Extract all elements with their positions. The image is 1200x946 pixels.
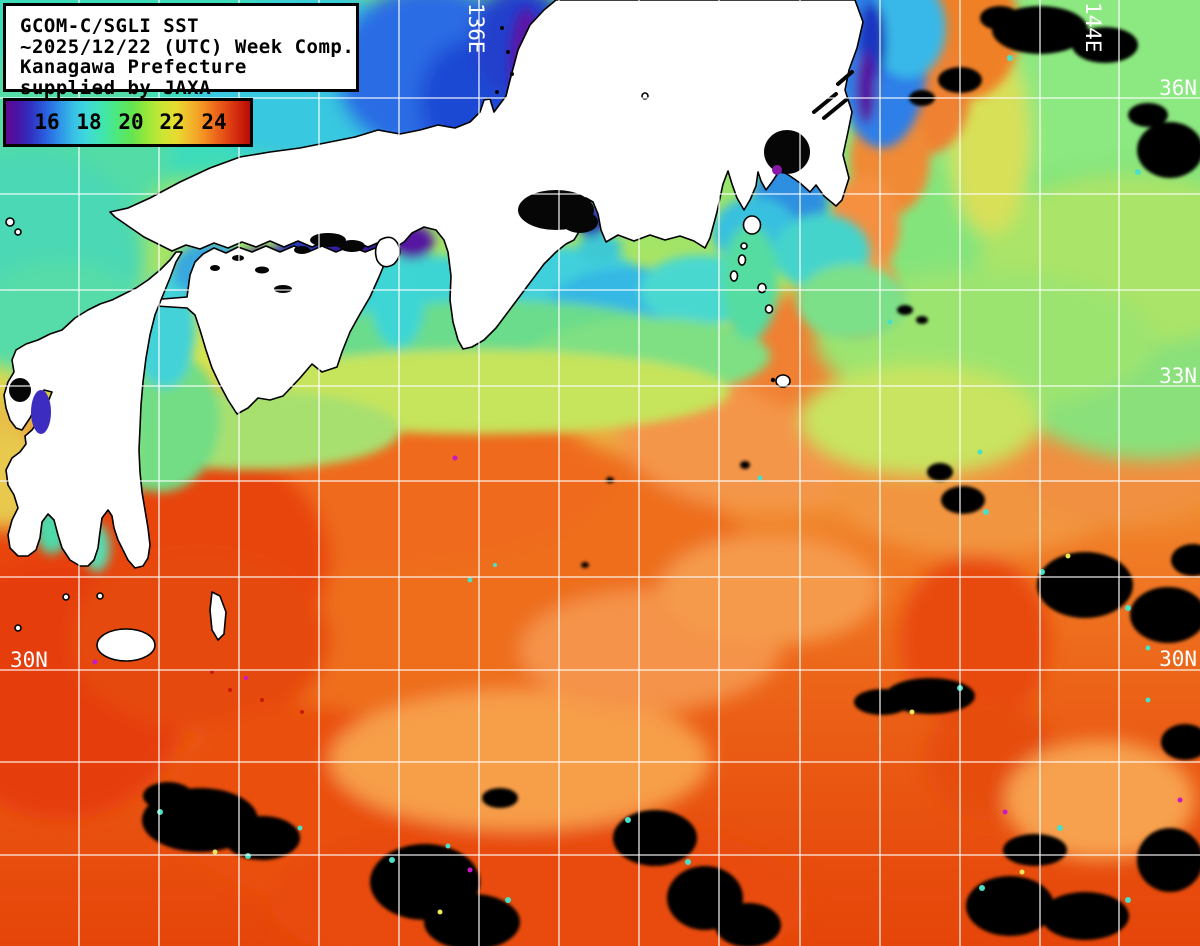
title-line-product: GCOM-C/SGLI SST bbox=[20, 15, 200, 37]
islet bbox=[14, 624, 22, 632]
title-line-region: Kanagawa Prefecture bbox=[20, 56, 247, 79]
colorbar-tick-24: 24 bbox=[201, 110, 227, 134]
colorbar: 16 18 20 22 24 bbox=[3, 98, 253, 147]
graticule-label: 33N bbox=[1159, 364, 1197, 388]
cloud-nodata-patches bbox=[142, 6, 1200, 946]
title-line-supplier: supplied by JAXA bbox=[20, 77, 212, 100]
colorbar-tick-20: 20 bbox=[118, 110, 144, 134]
title-line-date: ~2025/12/22 (UTC) Week Comp. bbox=[20, 35, 355, 58]
honshu-land bbox=[109, 0, 864, 350]
izu-islet bbox=[737, 254, 747, 266]
cloud-speckles bbox=[92, 55, 1183, 915]
hachijojima-island bbox=[775, 374, 791, 388]
izu-islet bbox=[740, 242, 748, 250]
graticule-label: 144E bbox=[1081, 2, 1105, 53]
izu-islet bbox=[729, 270, 739, 282]
title-box: GCOM-C/SGLI SST ~2025/12/22 (UTC) Week C… bbox=[3, 3, 359, 98]
shikoku-land bbox=[149, 245, 391, 415]
colorbar-tick-16: 16 bbox=[34, 110, 60, 134]
graticule-label: 30N bbox=[10, 648, 48, 672]
islet bbox=[96, 592, 104, 600]
yakushima-island bbox=[96, 628, 156, 662]
islet bbox=[62, 593, 70, 601]
islet bbox=[5, 217, 15, 227]
islet bbox=[14, 228, 22, 236]
awaji-island bbox=[374, 236, 401, 268]
landmass bbox=[3, 0, 864, 662]
graticule-label: 136E bbox=[464, 3, 488, 54]
colorbar-gradient bbox=[6, 101, 250, 144]
kyushu-land bbox=[3, 251, 183, 569]
izu-islet bbox=[757, 282, 767, 294]
colorbar-tick-18: 18 bbox=[76, 110, 102, 134]
izu-islet bbox=[764, 304, 774, 314]
graticule-label: 36N bbox=[1159, 76, 1197, 100]
izu-oshima-island bbox=[742, 215, 762, 235]
inland-water-nodata bbox=[9, 26, 854, 434]
graticule-label: 30N bbox=[1159, 647, 1197, 671]
colorbar-tick-22: 22 bbox=[159, 110, 185, 134]
tanegashima-island bbox=[209, 591, 227, 641]
